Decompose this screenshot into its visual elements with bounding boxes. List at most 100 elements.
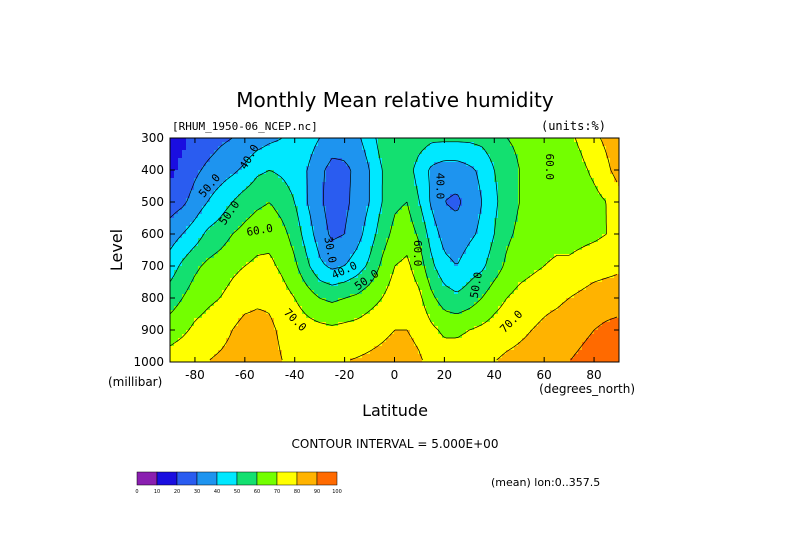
field-cell — [370, 254, 375, 259]
field-cell — [174, 238, 179, 243]
field-cell — [194, 250, 199, 255]
field-cell — [426, 294, 431, 299]
field-cell — [490, 270, 495, 275]
field-cell — [458, 234, 463, 239]
field-cell — [238, 210, 243, 215]
field-cell — [222, 206, 227, 211]
field-cell — [570, 214, 575, 219]
field-cell — [174, 214, 179, 219]
field-cell — [362, 262, 367, 267]
field-cell — [282, 306, 287, 311]
field-cell — [546, 202, 551, 207]
field-cell — [498, 302, 503, 307]
field-cell — [386, 254, 391, 259]
field-cell — [518, 190, 523, 195]
field-cell — [190, 150, 195, 155]
field-cell — [614, 202, 619, 207]
field-cell — [418, 166, 423, 171]
field-cell — [314, 294, 319, 299]
field-cell — [534, 138, 539, 143]
field-cell — [214, 258, 219, 263]
field-cell — [302, 234, 307, 239]
field-cell — [230, 198, 235, 203]
field-cell — [470, 290, 475, 295]
field-cell — [486, 250, 491, 255]
field-cell — [186, 246, 191, 251]
field-cell — [434, 234, 439, 239]
field-cell — [178, 302, 183, 307]
field-cell — [530, 186, 535, 191]
field-cell — [170, 226, 175, 231]
field-cell — [246, 198, 251, 203]
field-cell — [302, 198, 307, 203]
field-cell — [250, 254, 255, 259]
field-cell — [606, 222, 611, 227]
field-cell — [198, 310, 203, 315]
field-cell — [494, 266, 499, 271]
field-cell — [506, 194, 511, 199]
field-cell — [458, 142, 463, 147]
field-cell — [594, 310, 599, 315]
field-cell — [186, 198, 191, 203]
field-cell — [478, 178, 483, 183]
field-cell — [374, 162, 379, 167]
field-cell — [214, 154, 219, 159]
field-cell — [502, 302, 507, 307]
field-cell — [442, 166, 447, 171]
field-cell — [370, 142, 375, 147]
field-cell — [558, 258, 563, 263]
field-cell — [338, 210, 343, 215]
field-cell — [578, 310, 583, 315]
field-cell — [210, 154, 215, 159]
field-cell — [546, 210, 551, 215]
field-cell — [302, 178, 307, 183]
field-cell — [406, 298, 411, 303]
field-cell — [598, 190, 603, 195]
field-cell — [254, 242, 259, 247]
field-cell — [590, 238, 595, 243]
field-cell — [250, 234, 255, 239]
field-cell — [610, 146, 615, 151]
field-cell — [214, 230, 219, 235]
field-cell — [514, 274, 519, 279]
field-cell — [382, 214, 387, 219]
field-cell — [274, 190, 279, 195]
field-cell — [230, 230, 235, 235]
field-cell — [382, 198, 387, 203]
field-cell — [606, 170, 611, 175]
field-cell — [250, 178, 255, 183]
field-cell — [466, 170, 471, 175]
field-cell — [258, 254, 263, 259]
field-cell — [338, 242, 343, 247]
field-cell — [382, 278, 387, 283]
field-cell — [194, 210, 199, 215]
field-cell — [466, 294, 471, 299]
field-cell — [266, 242, 271, 247]
field-cell — [382, 174, 387, 179]
field-cell — [370, 190, 375, 195]
field-cell — [198, 150, 203, 155]
field-cell — [498, 198, 503, 203]
field-cell — [406, 262, 411, 267]
field-cell — [194, 138, 199, 143]
field-cell — [470, 262, 475, 267]
field-cell — [342, 162, 347, 167]
field-cell — [302, 290, 307, 295]
field-cell — [250, 274, 255, 279]
field-cell — [270, 282, 275, 287]
field-cell — [598, 142, 603, 147]
field-cell — [510, 262, 515, 267]
field-cell — [458, 190, 463, 195]
field-cell — [298, 150, 303, 155]
field-cell — [410, 170, 415, 175]
field-cell — [606, 258, 611, 263]
field-cell — [438, 182, 443, 187]
field-cell — [242, 270, 247, 275]
field-cell — [558, 310, 563, 315]
field-cell — [406, 218, 411, 223]
field-cell — [470, 266, 475, 271]
field-cell — [430, 234, 435, 239]
field-cell — [382, 150, 387, 155]
field-cell — [422, 290, 427, 295]
field-cell — [534, 238, 539, 243]
